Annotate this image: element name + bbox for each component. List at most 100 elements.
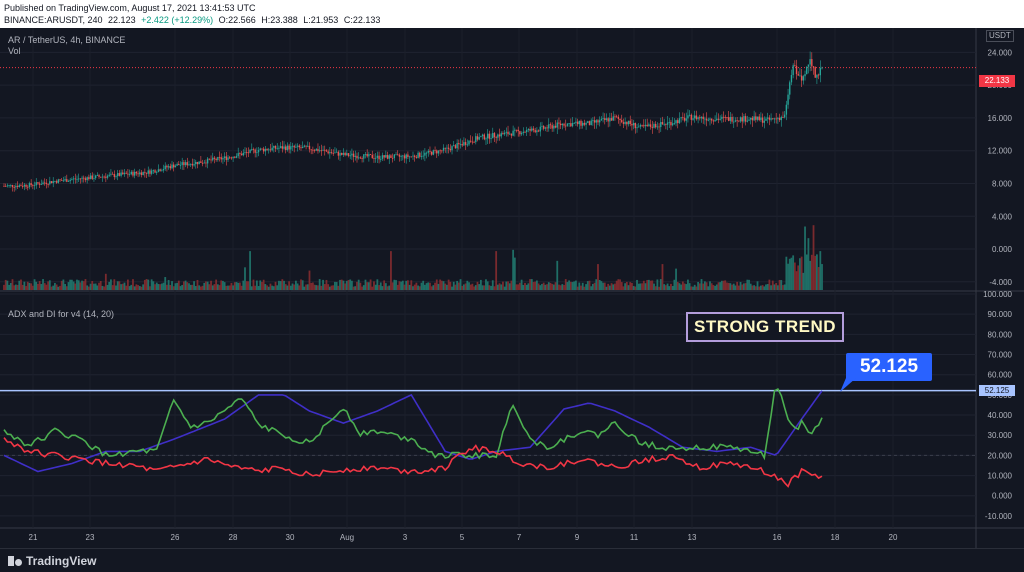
candle-body: [40, 184, 43, 186]
candle-body: [556, 122, 558, 128]
volume-bar: [597, 264, 599, 290]
candle-body: [37, 182, 39, 184]
volume-bar: [715, 284, 718, 290]
candle-body: [18, 185, 20, 187]
candle-body: [329, 152, 331, 154]
volume-bar: [580, 285, 582, 290]
volume-bar: [262, 279, 265, 290]
candle-body: [15, 185, 17, 188]
adx-tick-label: 30.000: [988, 431, 1013, 440]
volume-bar: [726, 282, 728, 290]
volume-bar: [683, 283, 686, 290]
volume-bar: [18, 280, 21, 290]
volume-bar: [347, 280, 350, 290]
volume-bar: [454, 284, 457, 290]
volume-bar: [218, 285, 221, 290]
candle-body: [271, 147, 273, 151]
volume-bar: [517, 284, 520, 290]
volume-bar: [666, 283, 669, 290]
volume-bar: [99, 280, 102, 290]
candle-body: [451, 146, 453, 151]
candle-body: [799, 75, 801, 77]
candle-body: [665, 123, 667, 125]
candle-body: [714, 120, 716, 122]
candle-body: [565, 125, 567, 127]
candle-body: [84, 178, 87, 181]
candle-body: [717, 118, 720, 120]
candle-body: [536, 130, 538, 133]
volume-bar: [563, 284, 565, 290]
volume-bar: [6, 280, 9, 290]
candle-body: [673, 123, 676, 125]
candle-body: [459, 144, 462, 145]
candle-body: [286, 145, 289, 150]
volume-bar: [31, 285, 34, 290]
volume-bar: [539, 285, 542, 290]
volume-bar: [86, 285, 89, 290]
volume-bar: [171, 281, 173, 290]
adx-tick-label: 60.000: [988, 371, 1013, 380]
candle-body: [366, 153, 368, 157]
volume-bar: [342, 280, 345, 290]
currency-label[interactable]: USDT: [986, 30, 1014, 42]
price-tick-label: 8.000: [992, 179, 1013, 188]
volume-bar: [446, 284, 448, 290]
volume-bar: [595, 279, 598, 290]
low-value: L:21.953: [303, 15, 339, 25]
volume-bar: [569, 281, 572, 290]
tradingview-logo[interactable]: TradingView: [8, 554, 96, 568]
volume-bar: [118, 281, 121, 290]
volume-bar: [142, 284, 145, 290]
candle-body: [748, 119, 750, 121]
volume-bar: [532, 281, 535, 290]
volume-bar: [96, 285, 99, 290]
candle-body: [359, 157, 362, 159]
candle-body: [334, 152, 336, 154]
volume-bar: [87, 286, 90, 290]
candle-body: [183, 162, 185, 166]
candle-body: [380, 158, 382, 160]
volume-bar: [228, 285, 231, 290]
volume-bar: [551, 283, 554, 290]
volume-bar: [391, 282, 394, 290]
volume-bar: [376, 279, 379, 290]
volume-bar: [546, 284, 548, 290]
candle-body: [542, 125, 545, 129]
candle-body: [395, 154, 397, 156]
candle-body: [632, 122, 635, 126]
volume-bar: [795, 271, 798, 290]
candle-body: [313, 150, 316, 152]
candle-body: [61, 179, 63, 181]
volume-bar: [155, 282, 158, 290]
adx-tick-label: -10.000: [985, 512, 1013, 521]
candle-body: [430, 151, 433, 155]
change-value: +2.422 (+12.29%): [141, 15, 214, 25]
volume-bar: [736, 281, 739, 290]
candle-body: [167, 166, 170, 168]
candle-body: [133, 171, 136, 176]
volume-bar: [420, 282, 423, 290]
candle-body: [130, 171, 132, 175]
volume-bar: [490, 285, 492, 290]
volume-bar: [564, 279, 567, 290]
volume-bar: [491, 280, 494, 290]
candle-body: [787, 94, 789, 105]
chart-canvas[interactable]: 24.000 20.000 16.000 12.000 8.000 4.000 0.000 -…: [0, 28, 1024, 548]
candle-body: [712, 120, 715, 122]
candle-body: [145, 172, 148, 174]
volume-bar: [235, 282, 238, 290]
candle-body: [497, 134, 499, 138]
candle-body: [179, 164, 182, 166]
candle-body: [181, 162, 183, 165]
candle-body: [123, 172, 126, 175]
candle-body: [782, 116, 784, 118]
candle-body: [144, 171, 146, 173]
candle-body: [439, 150, 441, 152]
footer: TradingView: [0, 548, 1024, 572]
volume-bars: [3, 225, 823, 290]
volume-bar: [405, 280, 408, 290]
candle-body: [690, 114, 693, 120]
candle-body: [57, 179, 60, 183]
volume-bar: [45, 284, 48, 290]
candle-body: [152, 170, 155, 172]
